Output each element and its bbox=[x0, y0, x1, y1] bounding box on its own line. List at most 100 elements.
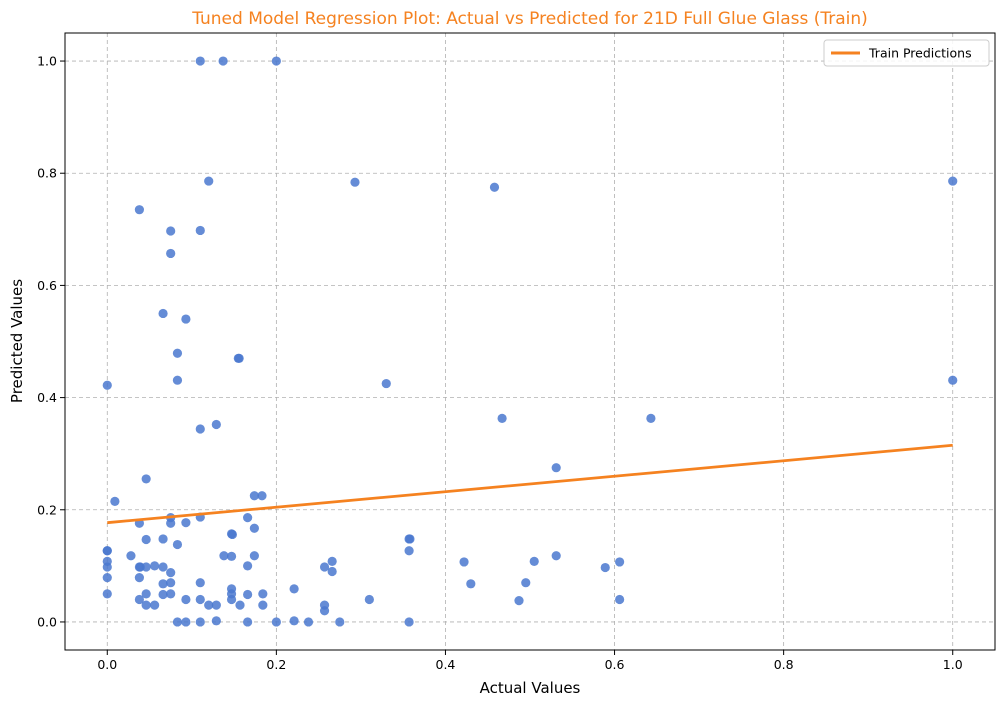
data-point bbox=[234, 353, 244, 363]
legend: Train Predictions bbox=[823, 39, 990, 67]
data-point bbox=[141, 562, 151, 572]
chart-title: Tuned Model Regression Plot: Actual vs P… bbox=[191, 9, 868, 29]
data-point bbox=[158, 589, 168, 600]
data-point bbox=[514, 596, 524, 606]
data-point bbox=[289, 584, 299, 594]
data-point bbox=[102, 380, 112, 390]
data-point bbox=[243, 589, 253, 600]
data-point bbox=[158, 534, 168, 544]
data-point bbox=[303, 617, 314, 627]
data-point bbox=[141, 534, 151, 545]
data-point bbox=[271, 56, 281, 66]
data-point bbox=[381, 378, 391, 389]
data-point bbox=[166, 226, 176, 236]
data-point bbox=[226, 551, 237, 561]
data-point bbox=[646, 413, 656, 423]
data-point bbox=[948, 375, 958, 385]
y-tick-label: 0.4 bbox=[37, 390, 57, 405]
data-point bbox=[218, 56, 228, 66]
y-tick-label: 0.0 bbox=[37, 614, 57, 629]
data-point bbox=[243, 513, 253, 523]
x-tick-label: 0.4 bbox=[436, 657, 456, 672]
data-point bbox=[102, 562, 112, 572]
data-point bbox=[249, 551, 259, 561]
data-point bbox=[271, 617, 281, 627]
data-point bbox=[141, 589, 151, 599]
data-point bbox=[181, 314, 191, 324]
data-point bbox=[126, 551, 136, 561]
scatter-points bbox=[102, 56, 958, 627]
data-point bbox=[404, 617, 414, 627]
x-tick-label: 0.0 bbox=[97, 657, 117, 672]
legend-box bbox=[823, 39, 990, 67]
data-point bbox=[364, 594, 374, 605]
x-tick-label: 0.8 bbox=[774, 657, 794, 672]
y-tick-label: 0.8 bbox=[37, 166, 57, 181]
data-point bbox=[150, 600, 160, 610]
data-point bbox=[319, 606, 330, 616]
data-point bbox=[948, 176, 958, 186]
data-point bbox=[181, 617, 191, 627]
data-point bbox=[219, 551, 229, 561]
data-point bbox=[204, 176, 214, 186]
data-point bbox=[181, 518, 191, 528]
data-point bbox=[166, 578, 176, 588]
data-point bbox=[158, 562, 168, 572]
regression-line-layer bbox=[107, 443, 953, 525]
data-point bbox=[459, 557, 469, 567]
y-tick-label: 1.0 bbox=[37, 54, 57, 69]
data-point bbox=[158, 579, 168, 589]
data-point bbox=[489, 182, 500, 192]
data-point bbox=[195, 225, 205, 236]
data-point bbox=[110, 496, 120, 506]
data-point bbox=[615, 594, 625, 605]
data-point bbox=[350, 177, 360, 187]
data-point bbox=[102, 589, 112, 599]
data-point bbox=[257, 491, 267, 501]
data-point bbox=[166, 589, 176, 599]
data-point bbox=[243, 561, 253, 571]
data-point bbox=[211, 419, 221, 430]
data-point bbox=[102, 546, 112, 556]
x-axis-label: Actual Values bbox=[480, 679, 581, 697]
y-tick-label: 0.6 bbox=[37, 278, 57, 293]
data-point bbox=[335, 617, 345, 627]
axis-ticks: 0.0 0.2 0.4 0.6 0.8 1.0 0.0 0.2 0.4 0.6 0.8 1.0 bbox=[37, 54, 963, 672]
plot-frame bbox=[64, 32, 996, 651]
data-point bbox=[249, 491, 259, 501]
data-point bbox=[521, 578, 531, 588]
data-point bbox=[181, 594, 191, 605]
legend-label-train-predictions: Train Predictions bbox=[868, 46, 972, 61]
data-point bbox=[195, 56, 205, 66]
data-point bbox=[551, 463, 561, 473]
data-point bbox=[600, 562, 610, 573]
data-point bbox=[195, 578, 205, 588]
data-point bbox=[404, 546, 414, 556]
data-point bbox=[195, 617, 205, 627]
data-point bbox=[319, 562, 330, 572]
data-point bbox=[289, 616, 299, 626]
x-tick-label: 0.2 bbox=[266, 657, 286, 672]
data-point bbox=[172, 375, 183, 385]
data-point bbox=[166, 248, 176, 259]
data-point bbox=[195, 424, 205, 434]
data-point bbox=[134, 594, 144, 605]
data-point bbox=[466, 579, 476, 589]
y-tick-label: 0.2 bbox=[37, 502, 57, 517]
data-point bbox=[158, 308, 168, 319]
data-point bbox=[134, 205, 144, 215]
data-point bbox=[235, 600, 245, 610]
data-point bbox=[211, 600, 221, 610]
x-tick-label: 0.6 bbox=[605, 657, 625, 672]
data-point bbox=[226, 594, 237, 605]
data-point bbox=[102, 573, 112, 583]
data-point bbox=[551, 551, 561, 561]
data-point bbox=[327, 566, 337, 577]
data-point bbox=[150, 561, 160, 571]
data-point bbox=[195, 594, 205, 605]
data-point bbox=[227, 529, 237, 540]
data-point bbox=[172, 617, 183, 627]
grid bbox=[65, 33, 995, 650]
data-point bbox=[249, 523, 259, 533]
